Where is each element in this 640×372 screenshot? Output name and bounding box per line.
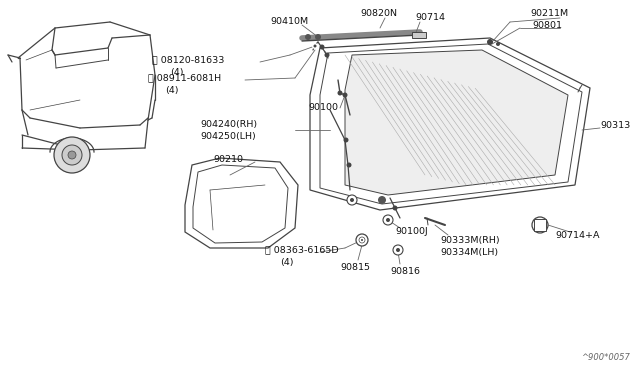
Bar bbox=[534, 219, 546, 231]
Text: 90313: 90313 bbox=[600, 122, 630, 131]
Text: 90816: 90816 bbox=[390, 267, 420, 276]
Text: 90815: 90815 bbox=[340, 263, 370, 273]
Text: 90334M(LH): 90334M(LH) bbox=[440, 247, 498, 257]
Text: 90333M(RH): 90333M(RH) bbox=[440, 235, 500, 244]
Circle shape bbox=[386, 218, 390, 222]
Circle shape bbox=[346, 163, 351, 167]
Circle shape bbox=[392, 205, 397, 211]
Text: 90410M: 90410M bbox=[270, 17, 308, 26]
Circle shape bbox=[356, 234, 368, 246]
Text: 90801: 90801 bbox=[532, 22, 562, 31]
Circle shape bbox=[396, 248, 400, 252]
Circle shape bbox=[350, 198, 354, 202]
Circle shape bbox=[62, 145, 82, 165]
Circle shape bbox=[383, 215, 393, 225]
Circle shape bbox=[359, 237, 365, 243]
Circle shape bbox=[342, 93, 348, 97]
Text: ^900*0057: ^900*0057 bbox=[581, 353, 630, 362]
Circle shape bbox=[319, 45, 324, 49]
Text: 90820N: 90820N bbox=[360, 10, 397, 19]
Circle shape bbox=[305, 34, 311, 40]
Text: 90210: 90210 bbox=[213, 155, 243, 164]
Circle shape bbox=[361, 239, 363, 241]
Circle shape bbox=[315, 34, 321, 40]
Text: 90100J: 90100J bbox=[395, 228, 428, 237]
Circle shape bbox=[487, 39, 493, 45]
Text: 90714+A: 90714+A bbox=[555, 231, 600, 240]
Text: 90100: 90100 bbox=[308, 103, 338, 112]
Text: 904250(LH): 904250(LH) bbox=[200, 132, 256, 141]
Circle shape bbox=[532, 217, 548, 233]
Circle shape bbox=[324, 52, 330, 58]
Text: (4): (4) bbox=[165, 86, 179, 94]
Circle shape bbox=[344, 138, 349, 142]
Circle shape bbox=[393, 245, 403, 255]
Circle shape bbox=[314, 45, 317, 48]
Circle shape bbox=[68, 151, 76, 159]
Circle shape bbox=[496, 42, 500, 46]
Polygon shape bbox=[345, 50, 568, 195]
Text: (4): (4) bbox=[170, 67, 184, 77]
Text: 90714: 90714 bbox=[415, 13, 445, 22]
Text: 904240(RH): 904240(RH) bbox=[200, 121, 257, 129]
Circle shape bbox=[312, 43, 318, 49]
Text: (4): (4) bbox=[280, 257, 294, 266]
Text: Ⓢ 08363-6165D: Ⓢ 08363-6165D bbox=[265, 246, 339, 254]
Circle shape bbox=[378, 196, 386, 204]
Text: Ⓑ 08120-81633: Ⓑ 08120-81633 bbox=[152, 55, 225, 64]
Circle shape bbox=[347, 195, 357, 205]
Text: Ⓝ 08911-6081H: Ⓝ 08911-6081H bbox=[148, 74, 221, 83]
Circle shape bbox=[337, 90, 342, 96]
Bar bbox=[412, 32, 426, 38]
Circle shape bbox=[54, 137, 90, 173]
Text: 90211M: 90211M bbox=[530, 10, 568, 19]
